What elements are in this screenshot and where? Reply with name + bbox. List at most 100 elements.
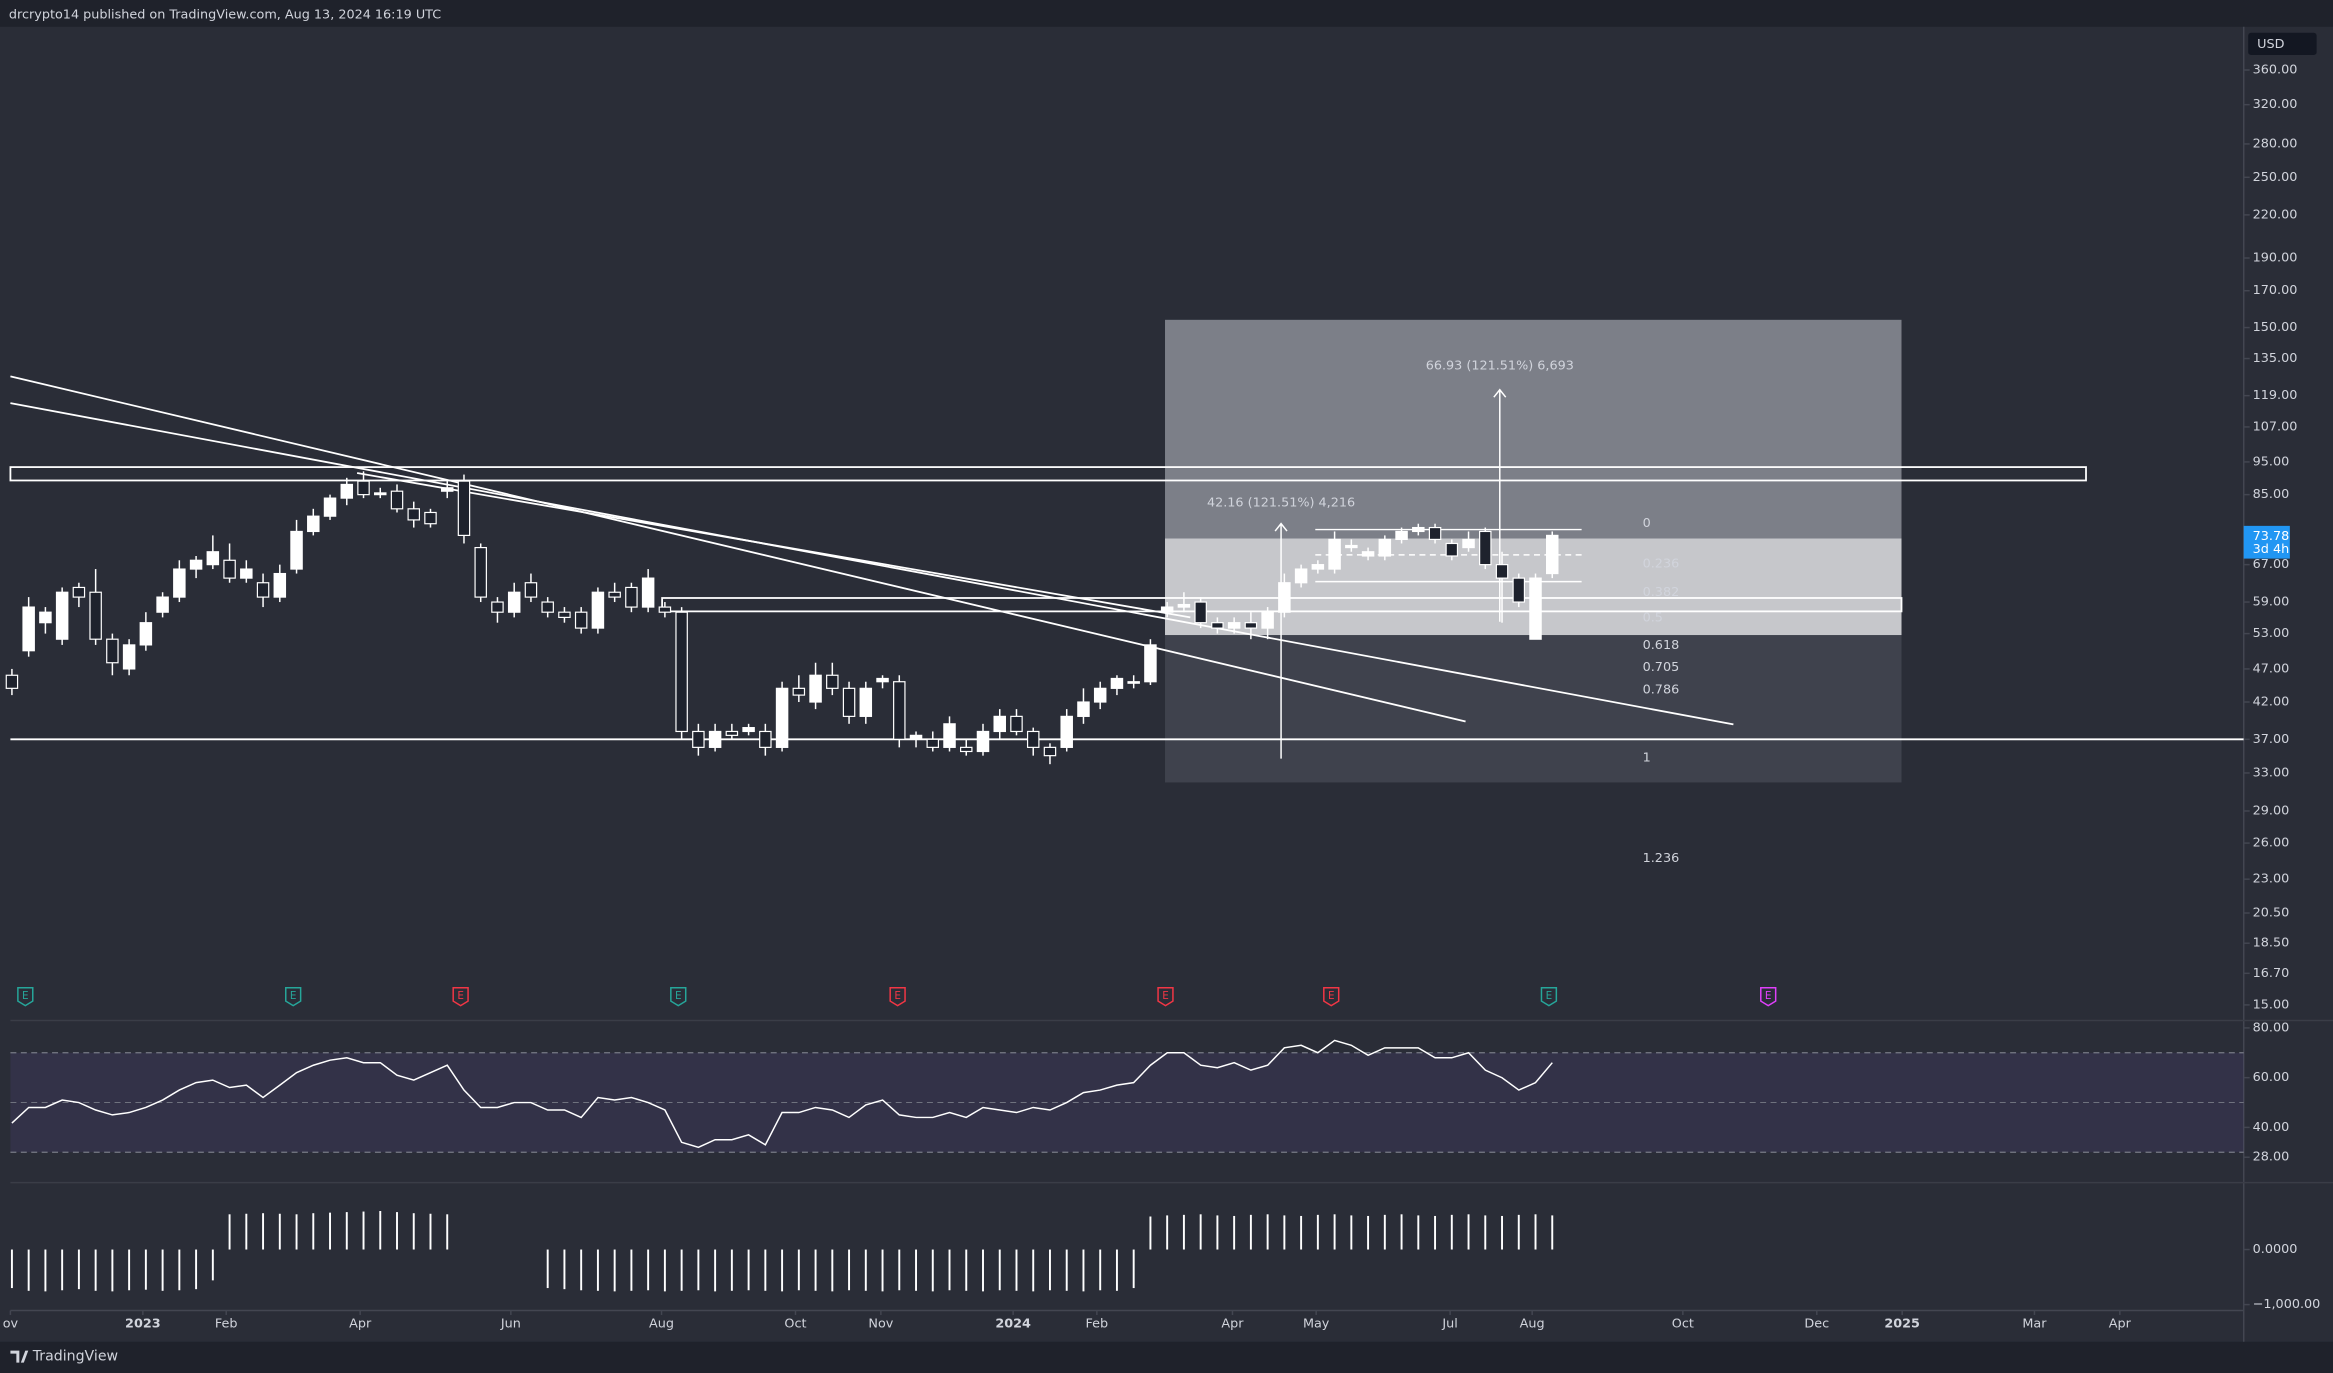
candle-body [1529, 577, 1542, 640]
countdown: 3d 4h [2253, 542, 2290, 557]
candle-body [725, 730, 739, 736]
candle-body [5, 674, 19, 689]
candle-body [993, 715, 1006, 733]
arrow-head [1274, 522, 1288, 532]
fib-label: 0 [1643, 516, 1651, 531]
candle-body [507, 591, 521, 613]
x-tick-label: May [1303, 1316, 1330, 1331]
x-tick-label: Jul [1441, 1316, 1457, 1331]
candle-body [909, 734, 923, 740]
footer-text: TradingView [32, 1349, 118, 1365]
candle-body [658, 606, 672, 613]
y-tick-label: 360.00 [2253, 63, 2298, 78]
event-marker [17, 986, 34, 1007]
y-tick-label: 37.00 [2253, 732, 2290, 747]
candle-body [1378, 538, 1392, 557]
candle-body [976, 730, 990, 753]
y-tick-label: 33.00 [2253, 765, 2290, 780]
candle-body [440, 487, 454, 492]
event-label: E [1546, 990, 1553, 1002]
y-tick-label: 135.00 [2253, 351, 2298, 366]
candle-body [1512, 577, 1526, 603]
candle-body [775, 687, 789, 748]
y-tick-label: 53.00 [2253, 626, 2290, 641]
y-tick-label: 280.00 [2253, 136, 2298, 151]
candle-body [22, 606, 35, 652]
event-label: E [1765, 990, 1772, 1002]
y-tick-label: 320.00 [2253, 97, 2298, 112]
trend-line [10, 402, 1734, 726]
trend-line [356, 472, 1191, 619]
logo [10, 1350, 29, 1363]
event-marker [1157, 986, 1174, 1007]
y-tick-label: 150.00 [2253, 320, 2298, 335]
x-tick-label: 2024 [995, 1316, 1031, 1331]
x-tick-label: 2025 [1884, 1316, 1920, 1331]
candle-body [1495, 564, 1509, 579]
candle-body [608, 591, 621, 598]
currency-box [2248, 32, 2317, 56]
candle-body [943, 723, 956, 748]
candle-body [1546, 534, 1559, 575]
fib-label: 0.618 [1643, 638, 1680, 653]
candle-body [1211, 622, 1224, 629]
y-tick-label: 23.00 [2253, 872, 2290, 887]
event-label: E [1162, 990, 1169, 1002]
candle-body [926, 738, 940, 748]
candle-body [457, 480, 471, 536]
candle-body [524, 582, 538, 598]
y-tick-label: 95.00 [2253, 454, 2290, 469]
candle-body [641, 577, 655, 608]
x-tick-label: Aug [1520, 1316, 1545, 1331]
y-tick-label: 47.00 [2253, 661, 2290, 676]
candle-body [1345, 544, 1358, 549]
candle-body [290, 530, 303, 570]
candle-body [625, 586, 638, 608]
candle-body [842, 687, 856, 717]
last-price: 73.78 [2253, 529, 2290, 544]
candle-body [474, 546, 487, 598]
y-tick-label: 67.00 [2253, 557, 2290, 572]
candle-body [1294, 568, 1308, 584]
candle-body [1244, 622, 1258, 629]
candle-body [1043, 746, 1057, 757]
y-tick-label: 26.00 [2253, 836, 2290, 851]
candle-body [876, 677, 889, 683]
candle-body [156, 596, 169, 613]
candle-body [1077, 701, 1090, 717]
y-tick-label: 220.00 [2253, 207, 2298, 222]
fib-label: 1.236 [1643, 851, 1680, 866]
fib-label: 0.382 [1643, 585, 1680, 600]
candle-body [1026, 730, 1040, 748]
candle-body [1261, 611, 1274, 629]
candle-body [1227, 622, 1241, 629]
y-tick-label: 20.50 [2253, 906, 2290, 921]
y-tick-label: 107.00 [2253, 419, 2298, 434]
candle-body [574, 611, 588, 629]
event-marker [285, 986, 302, 1007]
candle-body [675, 611, 688, 733]
event-label: E [675, 990, 682, 1002]
candle-body [1278, 582, 1291, 613]
x-tick-label: Apr [349, 1316, 372, 1331]
candle-body [792, 687, 806, 696]
currency: USD [2257, 37, 2284, 52]
candle-body [1144, 644, 1157, 683]
event-marker [1540, 986, 1558, 1007]
candle-body [692, 730, 705, 748]
candle-body [1395, 530, 1408, 541]
fib-label: 1 [1643, 751, 1651, 766]
candle-body [340, 483, 354, 499]
y-tick-label: 16.70 [2253, 966, 2290, 981]
fib-label: 0.786 [1643, 682, 1680, 697]
measure-box [1165, 319, 1902, 539]
candle-body [960, 746, 973, 753]
event-marker [889, 986, 906, 1007]
fib-zone [1165, 635, 1902, 783]
y-tick-label: 29.00 [2253, 803, 2290, 818]
candle-body [374, 492, 387, 496]
candle-body [1177, 603, 1191, 608]
fib-label: 0.5 [1643, 610, 1663, 625]
event-marker [1760, 986, 1777, 1007]
